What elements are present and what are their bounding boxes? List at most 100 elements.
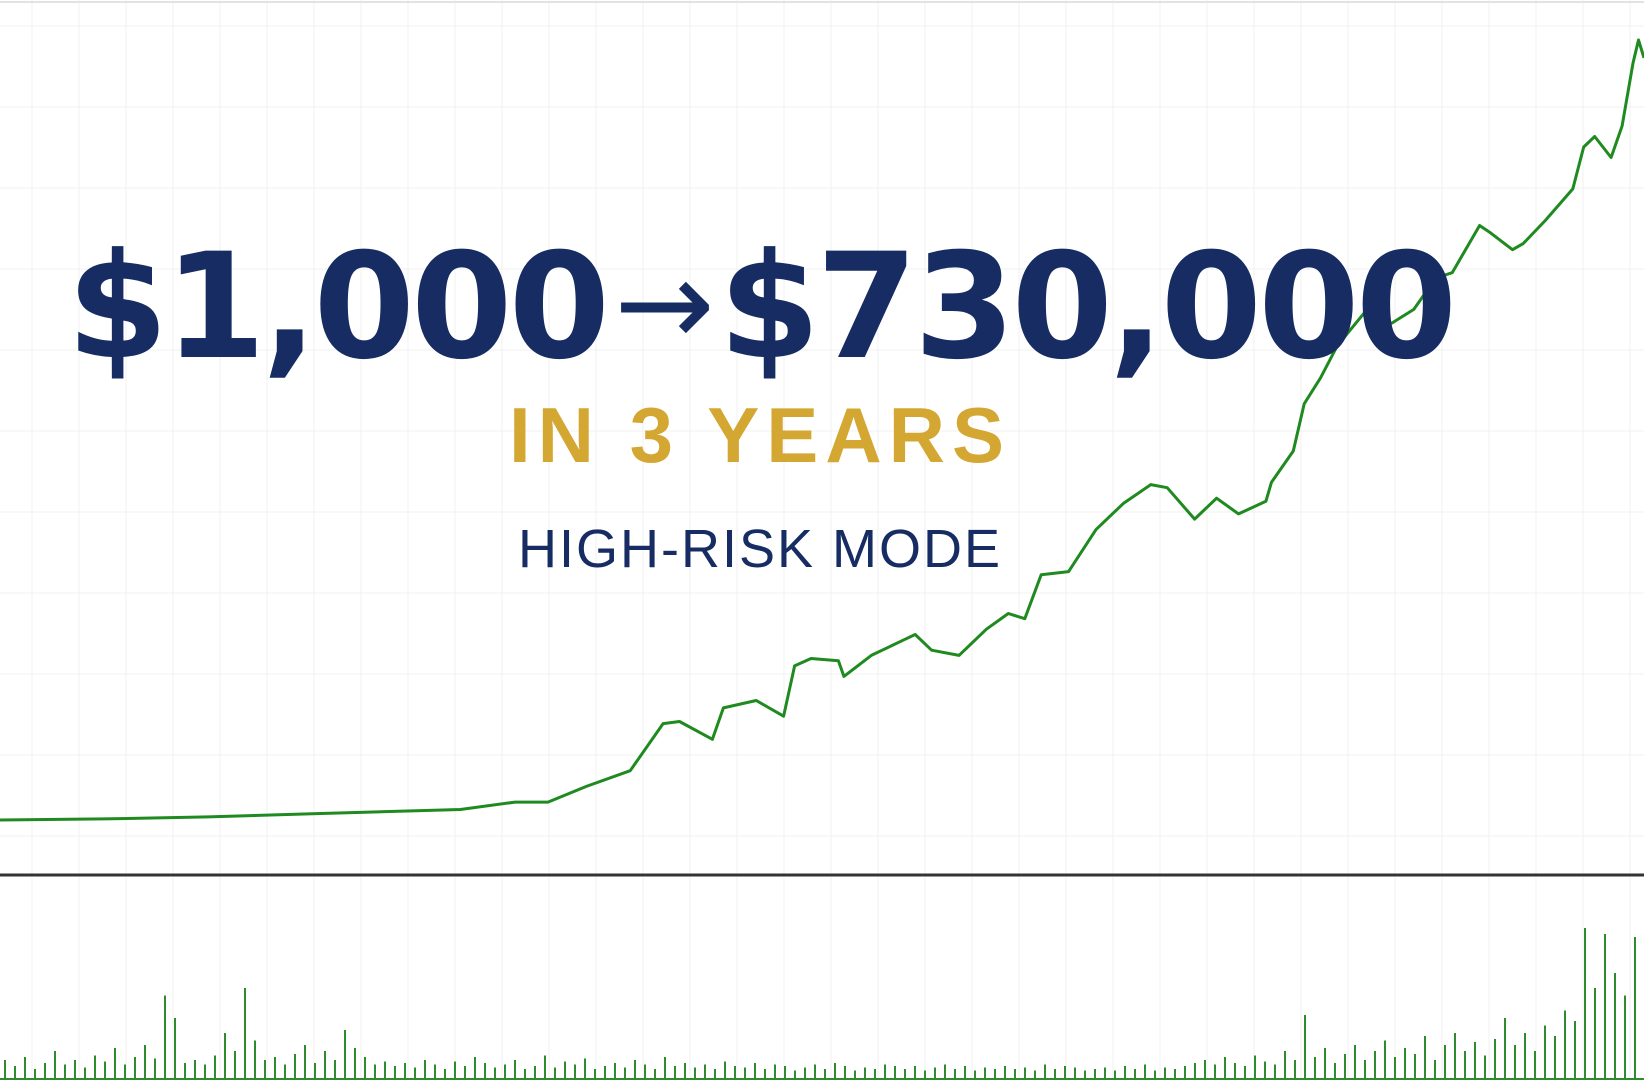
- volume-bar: [754, 1063, 756, 1078]
- volume-bar: [1504, 1018, 1506, 1078]
- volume-bar: [1104, 1067, 1106, 1078]
- volume-bar: [114, 1048, 116, 1078]
- volume-bar: [1394, 1057, 1396, 1078]
- volume-bar: [484, 1063, 486, 1078]
- volume-bar: [824, 1069, 826, 1078]
- volume-bar: [94, 1055, 96, 1078]
- volume-bar: [1404, 1048, 1406, 1078]
- volume-bar: [564, 1061, 566, 1078]
- volume-bar: [104, 1061, 106, 1078]
- volume-bar: [1494, 1039, 1496, 1078]
- volume-bar: [1524, 1033, 1526, 1078]
- volume-bar: [994, 1069, 996, 1078]
- volume-bar: [1544, 1025, 1546, 1078]
- volume-bar: [1014, 1069, 1016, 1078]
- volume-bar: [644, 1064, 646, 1078]
- volume-bar: [4, 1060, 6, 1078]
- volume-bar: [374, 1064, 376, 1078]
- volume-bar: [1214, 1064, 1216, 1078]
- volume-bar: [654, 1069, 656, 1078]
- volume-bar: [1634, 937, 1636, 1078]
- volume-bar: [1614, 973, 1616, 1078]
- volume-bar: [664, 1057, 666, 1078]
- volume-bar: [524, 1069, 526, 1078]
- volume-bar: [554, 1067, 556, 1078]
- volume-bar: [344, 1030, 346, 1078]
- volume-bar: [1134, 1069, 1136, 1078]
- volume-bar: [1164, 1067, 1166, 1078]
- volume-bar: [64, 1064, 66, 1078]
- volume-bar: [724, 1061, 726, 1078]
- volume-bar: [934, 1067, 936, 1078]
- volume-bar: [1584, 928, 1586, 1078]
- volume-bar: [494, 1067, 496, 1078]
- volume-bar: [164, 995, 166, 1078]
- volume-bar: [814, 1064, 816, 1078]
- volume-bar: [74, 1060, 76, 1078]
- volume-bar: [924, 1070, 926, 1078]
- volume-bar: [1194, 1063, 1196, 1078]
- volume-bar: [1454, 1033, 1456, 1078]
- volume-bar: [1304, 1015, 1306, 1078]
- right-arrow-icon: →: [614, 235, 715, 374]
- volume-bar: [1484, 1055, 1486, 1078]
- volume-bar: [264, 1060, 266, 1078]
- volume-bar: [424, 1060, 426, 1078]
- volume-bar: [404, 1063, 406, 1078]
- volume-bar: [624, 1067, 626, 1078]
- volume-bar: [284, 1064, 286, 1078]
- volume-bar: [904, 1069, 906, 1078]
- volume-bar: [1234, 1063, 1236, 1078]
- volume-bars: [0, 928, 1644, 1080]
- volume-bar: [334, 1060, 336, 1078]
- volume-bar: [304, 1045, 306, 1078]
- volume-bar: [1244, 1066, 1246, 1078]
- volume-bar: [464, 1066, 466, 1078]
- start-amount: $1,000: [66, 222, 610, 392]
- volume-bar: [764, 1069, 766, 1078]
- volume-bar: [884, 1064, 886, 1078]
- volume-bar: [414, 1067, 416, 1078]
- volume-bar: [1004, 1066, 1006, 1078]
- volume-bar: [694, 1067, 696, 1078]
- volume-bar: [1044, 1064, 1046, 1078]
- volume-bar: [1324, 1048, 1326, 1078]
- volume-bar: [184, 1063, 186, 1078]
- volume-bar: [1334, 1063, 1336, 1078]
- volume-bar: [954, 1069, 956, 1078]
- volume-bar: [914, 1066, 916, 1078]
- volume-bar: [594, 1069, 596, 1078]
- volume-bar: [1514, 1045, 1516, 1078]
- volume-bar: [54, 1051, 56, 1078]
- volume-bar: [1254, 1055, 1256, 1078]
- volume-bar: [254, 1040, 256, 1078]
- volume-bar: [1554, 1036, 1556, 1078]
- volume-bar: [744, 1067, 746, 1078]
- volume-bar: [1084, 1070, 1086, 1078]
- volume-bar: [1114, 1070, 1116, 1078]
- volume-bar: [784, 1066, 786, 1078]
- volume-bar: [1574, 1021, 1576, 1078]
- volume-bar: [1314, 1057, 1316, 1078]
- volume-bar: [794, 1070, 796, 1078]
- volume-bar: [804, 1067, 806, 1078]
- volume-bar: [1024, 1067, 1026, 1078]
- volume-bar: [144, 1045, 146, 1078]
- volume-bar: [704, 1064, 706, 1078]
- volume-bar: [1594, 988, 1596, 1078]
- volume-bar: [364, 1057, 366, 1078]
- volume-bar: [454, 1061, 456, 1078]
- volume-bar: [244, 988, 246, 1078]
- volume-bar: [194, 1060, 196, 1078]
- period-subtitle: IN 3 YEARS: [508, 391, 1012, 479]
- volume-bar: [844, 1066, 846, 1078]
- volume-bar: [1374, 1051, 1376, 1078]
- volume-bar: [1074, 1067, 1076, 1078]
- headline-amounts: $1,000→$730,000: [0, 222, 1520, 392]
- volume-bar: [434, 1064, 436, 1078]
- volume-bar: [474, 1057, 476, 1078]
- volume-bar: [124, 1064, 126, 1078]
- volume-bar: [1264, 1061, 1266, 1078]
- volume-bar: [1424, 1036, 1426, 1078]
